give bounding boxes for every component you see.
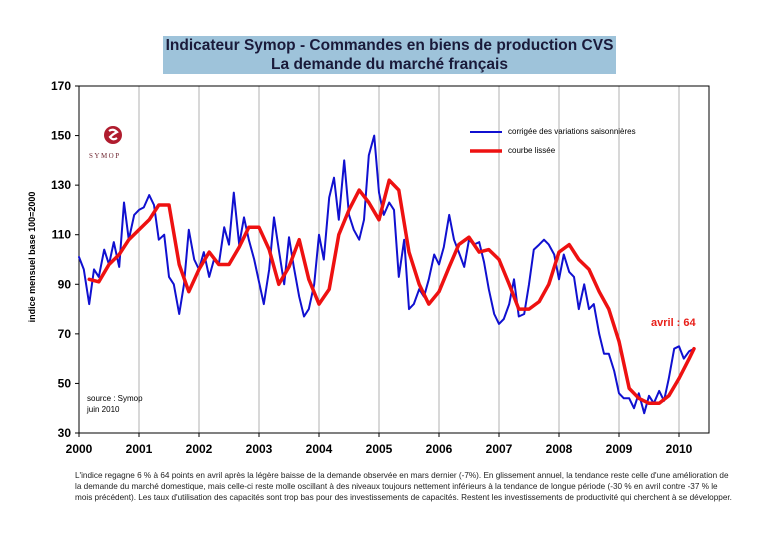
plot-frame (78, 85, 710, 434)
y-tick-label: 170 (51, 79, 71, 93)
y-tick-label: 90 (58, 277, 72, 291)
y-axis-label: indice mensuel base 100=2000 (27, 191, 37, 323)
x-tick-label: 2010 (666, 442, 693, 456)
chart-title-line1: Indicateur Symop - Commandes en biens de… (165, 37, 614, 54)
y-tick-label: 30 (58, 426, 72, 440)
latest-value-annotation: avril : 64 (651, 317, 696, 329)
chart-legend (470, 131, 502, 153)
x-tick-label: 2003 (246, 442, 273, 456)
footnote-text: L'indice regagne 6 % à 64 points en avri… (75, 471, 732, 502)
y-tick-label: 70 (58, 327, 72, 341)
x-tick-label: 2002 (186, 442, 213, 456)
y-axis-ticks: 30 50 70 90 110 130 150 170 (51, 79, 79, 440)
y-tick-label: 50 (58, 376, 72, 390)
chart-lines (78, 134, 696, 415)
x-axis-ticks: 2000 2001 2002 2003 2004 2005 2006 2007 2008 2009… (66, 433, 693, 456)
x-tick-label: 2001 (126, 442, 153, 456)
x-tick-label: 2007 (486, 442, 513, 456)
source-line1: source : Symop (87, 394, 143, 403)
x-tick-label: 2006 (426, 442, 453, 456)
x-tick-label: 2009 (606, 442, 633, 456)
symop-logo-icon (104, 126, 122, 144)
legend-label-raw: corrigée des variations saisonnières (508, 127, 636, 136)
series-line-raw (78, 134, 695, 415)
source-line2: juin 2010 (87, 405, 120, 414)
x-tick-label: 2005 (366, 442, 393, 456)
chart-title-line2: La demande du marché français (271, 56, 508, 73)
y-tick-label: 130 (51, 178, 71, 192)
x-tick-label: 2004 (306, 442, 333, 456)
y-tick-label: 150 (51, 129, 71, 143)
chart-title-box: Indicateur Symop - Commandes en biens de… (163, 36, 616, 74)
logo-text: SYMOP (89, 152, 121, 160)
x-tick-label: 2000 (66, 442, 93, 456)
legend-label-smooth: courbe lissée (508, 146, 556, 155)
source-note: source : Symop juin 2010 (87, 393, 143, 415)
series-line-smooth (87, 178, 696, 406)
y-tick-label: 110 (52, 228, 72, 242)
x-tick-label: 2008 (546, 442, 573, 456)
